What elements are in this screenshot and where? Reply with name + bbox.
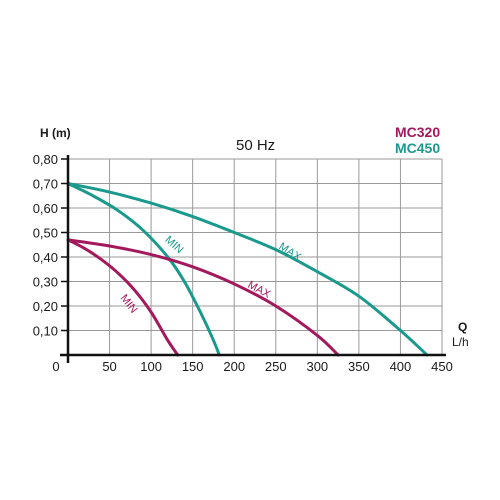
tick-labels: 0 50 100 150 200 250 300 350 400 450 0,10 0,20 0,30 0… (33, 152, 453, 374)
y-tick-label: 0,10 (33, 324, 58, 339)
x-tick-label: 100 (140, 359, 162, 374)
x-tick-label: 450 (431, 359, 453, 374)
x-axis-title-unit: L/h (452, 335, 469, 349)
x-tick-label: 200 (223, 359, 245, 374)
x-tick-label: 250 (265, 359, 287, 374)
y-tick-label: 0,60 (33, 201, 58, 216)
y-tick-label: 0,50 (33, 226, 58, 241)
x-tick-label: 50 (102, 359, 116, 374)
x-tick-label: 300 (306, 359, 328, 374)
x-tick-label: 0 (52, 359, 59, 374)
curve-mc450-min (66, 182, 221, 357)
curve-mc450-max (66, 182, 429, 357)
y-tick-label: 0,70 (33, 177, 58, 192)
y-axis-title: H (m) (40, 126, 71, 140)
legend-mc450: MC450 (395, 140, 440, 156)
y-tick-label: 0,80 (33, 152, 58, 167)
y-tick-label: 0,30 (33, 275, 58, 290)
chart-title: 50 Hz (236, 137, 275, 154)
x-axis-title-q: Q (458, 320, 467, 334)
grid (68, 158, 443, 355)
curve-mc320-min (66, 238, 180, 357)
curves (66, 182, 429, 357)
x-tick-label: 400 (390, 359, 412, 374)
x-tick-label: 150 (182, 359, 204, 374)
curve-mc320-max (66, 238, 340, 357)
legend-mc320: MC320 (395, 124, 440, 140)
y-tick-label: 0,40 (33, 250, 58, 265)
x-tick-label: 350 (348, 359, 370, 374)
y-tick-label: 0,20 (33, 299, 58, 314)
curve-label-mc320-min: MIN (118, 293, 140, 316)
axes (60, 155, 446, 363)
